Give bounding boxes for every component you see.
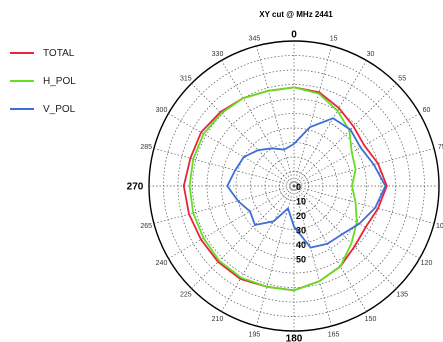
legend-label-total: TOTAL: [43, 47, 75, 59]
angle-tick-label: 210: [212, 316, 224, 323]
radial-labels: 0 10 20 30 40 50: [296, 182, 306, 265]
angle-tick-label: 345: [249, 36, 261, 43]
grid-ring: [206, 98, 382, 274]
angle-tick-label: 30: [367, 51, 375, 58]
angle-tick-label: 105: [436, 223, 443, 230]
grid-spoke: [153, 185, 295, 224]
chart-title: XY cut @ MHz 2441: [259, 10, 333, 19]
legend-label-v-pol: V_POL: [43, 103, 76, 115]
legend-swatch-v-pol: [10, 108, 34, 110]
angle-tick-label: 270: [127, 182, 144, 193]
legend-label-h-pol: H_POL: [43, 75, 76, 87]
angle-tick-label: 285: [140, 144, 152, 151]
legend-entry-v-pol: V_POL: [10, 101, 75, 117]
angle-tick-label: 225: [180, 292, 192, 299]
radial-tick-label: 20: [296, 211, 306, 221]
radial-tick-label: 30: [296, 226, 306, 236]
angle-tick-label: 75: [438, 144, 443, 151]
legend-swatch-total: [10, 52, 34, 54]
angle-tick-label: 240: [156, 260, 168, 267]
angle-tick-label: 165: [328, 331, 340, 338]
angle-tick-label: 180: [286, 334, 303, 342]
angle-tick-label: 315: [180, 75, 192, 82]
angle-tick-label: 55: [398, 75, 406, 82]
angle-tick-label: 15: [330, 36, 338, 43]
angle-labels: 0153055607590105120135150165180195210225…: [127, 30, 443, 342]
grid-ring: [221, 113, 367, 259]
series-layer: [182, 86, 388, 292]
series-line-v-pol: [226, 117, 387, 249]
grid-spoke: [293, 148, 435, 187]
radial-tick-label: 0: [296, 182, 301, 192]
angle-tick-label: 120: [421, 260, 433, 267]
grid-spoke: [221, 60, 295, 187]
radial-tick-label: 10: [296, 197, 306, 207]
angle-tick-label: 60: [423, 107, 431, 114]
legend-swatch-h-pol: [10, 80, 34, 82]
angle-tick-label: 195: [249, 331, 261, 338]
polar-grid: [148, 40, 440, 332]
grid-spoke: [293, 45, 332, 187]
angle-tick-label: 150: [365, 316, 377, 323]
angle-tick-label: 330: [212, 51, 224, 58]
legend-entry-h-pol: H_POL: [10, 73, 76, 89]
angle-tick-label: 265: [140, 223, 152, 230]
angle-tick-label: 300: [156, 107, 168, 114]
angle-tick-label: 0: [291, 30, 297, 41]
radial-tick-label: 40: [296, 240, 306, 250]
series-line-total: [182, 86, 388, 292]
grid-spoke: [256, 185, 295, 327]
radial-tick-label: 50: [296, 255, 306, 265]
grid-spoke: [191, 185, 295, 289]
legend-entry-total: TOTAL: [10, 45, 74, 61]
angle-tick-label: 135: [396, 292, 408, 299]
series-line-h-pol: [188, 86, 358, 292]
